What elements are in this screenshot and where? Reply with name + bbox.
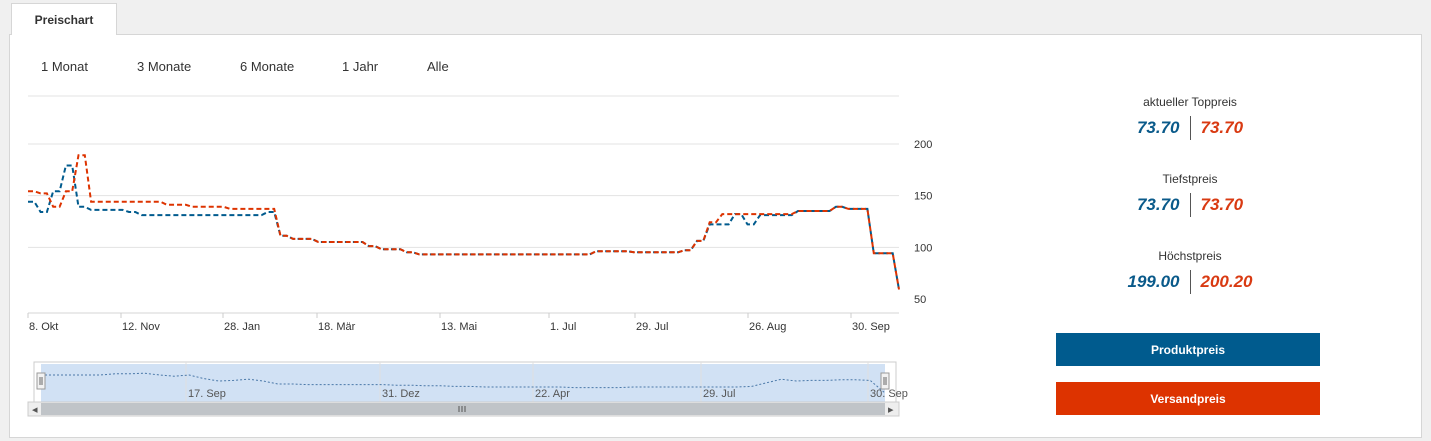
current-price-label: aktueller Toppreis bbox=[1143, 95, 1237, 109]
highest-product-price: 199.00 bbox=[1127, 272, 1180, 291]
x-tick-label: 26. Aug bbox=[749, 321, 786, 333]
navigator-label: 22. Apr bbox=[535, 388, 570, 400]
navigator-label: 30. Sep bbox=[870, 388, 908, 400]
x-tick-label: 8. Okt bbox=[29, 321, 58, 333]
series-line bbox=[28, 164, 900, 290]
value-divider bbox=[1189, 270, 1191, 294]
series-line bbox=[28, 154, 900, 290]
highest-price-label: Höchstpreis bbox=[1158, 249, 1222, 263]
chart-gridlines bbox=[28, 95, 899, 314]
value-divider bbox=[1189, 116, 1191, 140]
lowest-price-values: 73.70 73.70 bbox=[1030, 193, 1350, 217]
x-tick-label: 28. Jan bbox=[224, 321, 260, 333]
navigator-label: 17. Sep bbox=[188, 388, 226, 400]
y-axis-labels: 200 150 100 50 bbox=[914, 139, 932, 306]
price-lines bbox=[28, 154, 900, 290]
x-tick-label: 1. Jul bbox=[550, 321, 576, 333]
highest-price-values: 199.00 200.20 bbox=[1030, 270, 1350, 294]
current-price-values: 73.70 73.70 bbox=[1030, 116, 1350, 140]
y-tick-label: 50 bbox=[914, 294, 926, 306]
current-product-price: 73.70 bbox=[1136, 118, 1180, 137]
range-6-months[interactable]: 6 Monate bbox=[240, 59, 295, 74]
range-1-year[interactable]: 1 Jahr bbox=[342, 59, 379, 74]
y-tick-label: 100 bbox=[914, 242, 932, 254]
scrollbar-thumb bbox=[41, 403, 885, 415]
x-tick-label: 29. Jul bbox=[636, 321, 668, 333]
tab-preischart[interactable]: Preischart bbox=[11, 3, 117, 35]
lowest-shipping-price: 73.70 bbox=[1200, 195, 1244, 214]
y-tick-label: 200 bbox=[914, 139, 932, 151]
navigator-selection bbox=[41, 364, 885, 402]
navigator-line bbox=[41, 372, 886, 394]
lowest-product-price: 73.70 bbox=[1136, 195, 1180, 214]
current-shipping-price: 73.70 bbox=[1200, 118, 1244, 137]
highest-shipping-price: 200.20 bbox=[1200, 272, 1253, 291]
product-price-button[interactable]: Produktpreis bbox=[1056, 333, 1320, 366]
navigator-label: 29. Jul bbox=[703, 388, 735, 400]
range-1-month[interactable]: 1 Monat bbox=[41, 59, 88, 74]
y-tick-label: 150 bbox=[914, 191, 932, 203]
scroll-left-arrow: ◂ bbox=[32, 404, 38, 416]
x-tick-label: 13. Mai bbox=[441, 321, 477, 333]
navigator-handle[interactable] bbox=[36, 372, 46, 390]
range-all[interactable]: Alle bbox=[427, 59, 449, 74]
navigator-label: 31. Dez bbox=[382, 388, 420, 400]
x-tick-label: 30. Sep bbox=[852, 321, 890, 333]
x-tick-label: 18. Mär bbox=[318, 321, 356, 333]
range-3-months[interactable]: 3 Monate bbox=[137, 59, 192, 74]
shipping-price-button[interactable]: Versandpreis bbox=[1056, 382, 1320, 415]
scroll-right-arrow: ▸ bbox=[888, 404, 894, 416]
range-navigator[interactable]: 17. Sep 31. Dez 22. Apr 29. Jul 30. Sep ◂ ▸ bbox=[27, 361, 908, 417]
x-tick-label: 12. Nov bbox=[122, 321, 160, 333]
value-divider bbox=[1189, 193, 1191, 217]
lowest-price-label: Tiefstpreis bbox=[1162, 172, 1218, 186]
x-axis: 8. Okt 12. Nov 28. Jan 18. Mär 13. Mai 1. Jul… bbox=[27, 313, 890, 333]
navigator-handle[interactable] bbox=[880, 372, 890, 390]
